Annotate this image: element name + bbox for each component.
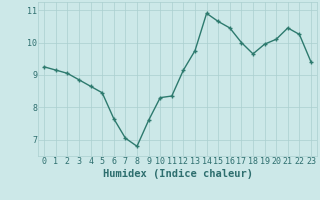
X-axis label: Humidex (Indice chaleur): Humidex (Indice chaleur) (103, 169, 252, 179)
